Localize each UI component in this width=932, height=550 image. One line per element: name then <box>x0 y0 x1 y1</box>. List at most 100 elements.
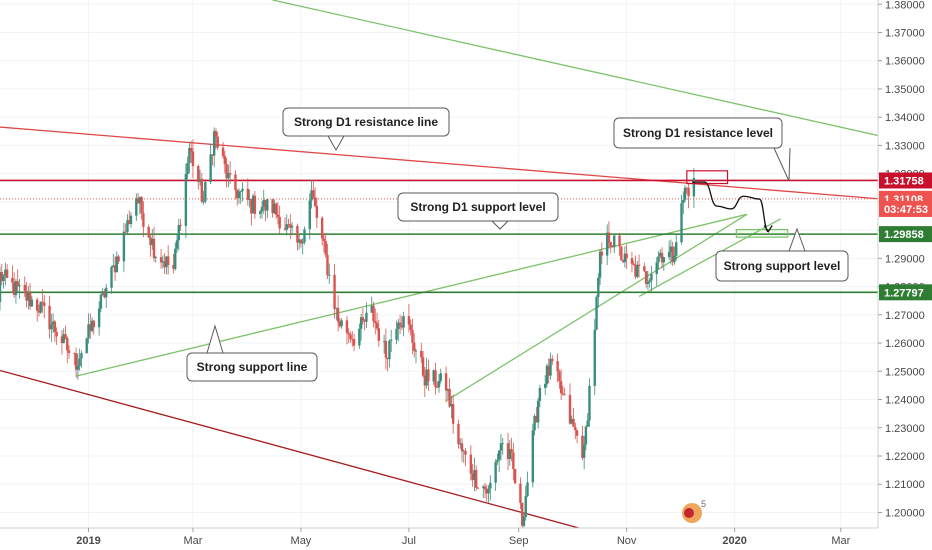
candle <box>99 293 103 313</box>
candle <box>420 342 423 364</box>
candle <box>248 189 251 208</box>
candle <box>39 301 42 314</box>
candle <box>312 179 315 200</box>
candle <box>135 193 138 222</box>
candle <box>636 260 639 279</box>
candle <box>437 374 441 393</box>
candle-body <box>531 430 535 483</box>
candle <box>225 158 228 188</box>
candle <box>687 184 690 209</box>
candle-body <box>239 191 242 192</box>
candle <box>471 463 474 487</box>
candle-body <box>138 197 142 204</box>
candle <box>5 264 9 279</box>
price-axis[interactable]: 1.20000 1.21000 1.22000 1.23000 1.24000 1.250… <box>877 0 932 528</box>
price-badge-bg <box>879 200 932 217</box>
candle <box>198 169 202 186</box>
candle <box>289 214 292 240</box>
candle <box>326 243 329 279</box>
candle <box>618 232 621 256</box>
candle-body <box>159 257 163 263</box>
callout: Strong support level <box>715 227 849 282</box>
candle <box>110 265 113 294</box>
callout: Strong support line <box>186 324 318 382</box>
time-ticks: 2019 Mar May Jul Sep Nov 2020 Mar <box>76 528 851 547</box>
candle <box>113 256 117 281</box>
candle-body <box>313 197 317 206</box>
candle-body <box>351 339 354 340</box>
candle-body <box>556 361 559 372</box>
candle-body <box>128 220 131 225</box>
candle-body <box>584 426 588 445</box>
candle <box>382 334 386 354</box>
candle-body <box>260 207 264 212</box>
flag-emblem-icon <box>684 508 694 518</box>
price-tick-label: 1.24000 <box>885 395 925 407</box>
candle <box>89 313 92 340</box>
time-tick-label: Nov <box>617 535 637 547</box>
candle <box>349 331 352 343</box>
candle <box>450 395 453 419</box>
callout-box <box>397 192 559 222</box>
candle <box>644 270 648 288</box>
candle <box>142 201 145 238</box>
candle-body <box>296 225 299 243</box>
candle-body <box>370 305 373 313</box>
time-tick-label: Jul <box>402 535 416 547</box>
candle <box>572 407 575 428</box>
callout-pointer <box>773 147 791 182</box>
candle-body <box>129 215 133 225</box>
price-tick-label: 1.33000 <box>885 140 925 152</box>
candle <box>266 198 269 219</box>
candle-body <box>126 220 129 233</box>
candle <box>497 450 501 472</box>
candle-body <box>105 287 108 298</box>
candle-body <box>605 232 609 256</box>
candle <box>605 224 609 266</box>
candle <box>202 190 205 205</box>
candle-body <box>407 316 411 325</box>
candle-body <box>374 321 377 324</box>
candle-body <box>336 307 340 322</box>
candle-body <box>448 388 451 407</box>
candle-body <box>200 178 203 202</box>
candle-body <box>544 383 547 388</box>
candle <box>92 319 96 335</box>
candle-body <box>611 246 614 248</box>
candle-body <box>499 443 503 451</box>
candle-body <box>372 305 375 322</box>
candle <box>421 350 425 378</box>
candle-body <box>451 404 455 424</box>
candle <box>581 425 584 461</box>
candle <box>545 363 549 388</box>
candle <box>211 154 214 166</box>
candle-body <box>551 358 554 362</box>
candle <box>561 386 565 396</box>
candle <box>276 202 280 225</box>
candle-body <box>41 301 44 303</box>
time-axis[interactable]: 2019 Mar May Jul Sep Nov 2020 Mar <box>0 527 932 550</box>
candle <box>151 228 154 250</box>
candle <box>386 357 389 372</box>
candle-body <box>581 435 584 458</box>
candle <box>413 333 416 358</box>
candle-body <box>48 305 51 330</box>
candle-body <box>241 188 244 192</box>
candle-body <box>558 371 561 382</box>
candle-body <box>358 328 361 346</box>
candle-body <box>377 328 381 341</box>
candle <box>611 245 614 248</box>
candle <box>501 438 504 455</box>
candle <box>574 422 577 439</box>
candle <box>570 415 573 425</box>
candle-body <box>234 174 237 191</box>
candle-body <box>510 449 513 453</box>
price-tick-label: 1.21000 <box>885 479 925 491</box>
candle <box>271 198 274 218</box>
candle <box>48 295 51 339</box>
candle-body <box>439 373 442 381</box>
candle-body <box>308 200 311 230</box>
candle-body <box>561 393 565 395</box>
candle <box>117 254 120 264</box>
